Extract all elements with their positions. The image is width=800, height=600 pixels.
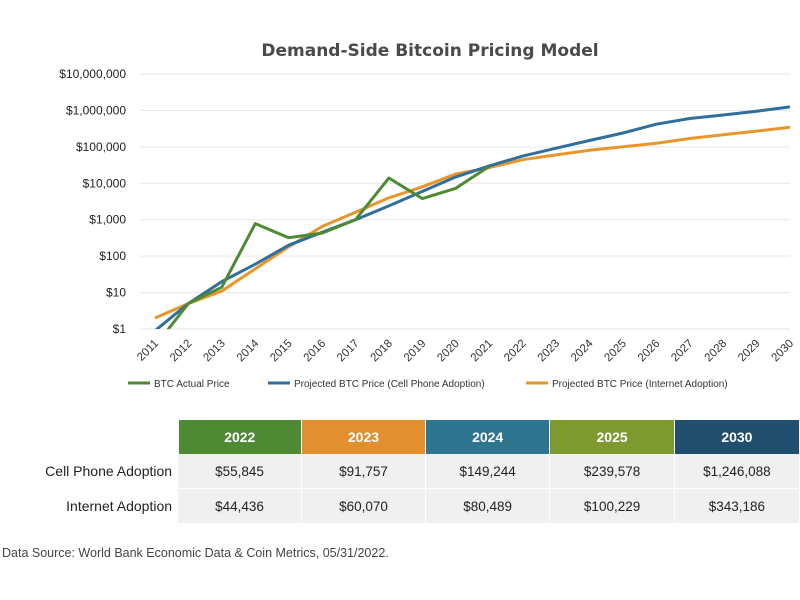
x-tick-label: 2027 [669,338,696,365]
row-label: Internet Adoption [0,488,179,524]
y-tick-label: $10,000,000 [59,67,126,81]
data-source-note: Data Source: World Bank Economic Data & … [2,546,389,560]
x-tick-label: 2024 [569,337,596,364]
y-axis-ticks: $1 $10 $100 $1,000 $10,000 $100,000 $1,000,000… [59,67,126,336]
table-row-cell-phone: Cell Phone Adoption $55,845 $91,757 $149… [0,454,800,489]
legend-item: Projected BTC Price (Cell Phone Adoption… [268,379,485,390]
table-cell: $343,186 [674,488,800,524]
x-tick-label: 2016 [302,338,329,365]
x-axis-ticks: 2011 2012 2013 2014 2015 2016 2017 2018 2019 2020… [135,337,796,364]
legend-item: BTC Actual Price [128,379,230,390]
header-year-2024: 2024 [425,420,551,454]
x-tick-label: 2030 [770,338,797,365]
y-tick-label: $10 [106,286,126,300]
chart-title: Demand-Side Bitcoin Pricing Model [261,41,598,61]
x-tick-label: 2022 [502,338,529,365]
grid [140,73,790,330]
table-corner [0,420,179,454]
x-tick-label: 2014 [235,337,262,364]
header-year-2023: 2023 [301,420,426,454]
row-label: Cell Phone Adoption [0,454,179,489]
x-tick-label: 2018 [368,338,395,365]
table-cell: $239,578 [549,454,675,489]
legend-label: Projected BTC Price (Internet Adoption) [552,379,728,390]
table-cell: $80,489 [425,488,551,524]
x-tick-label: 2023 [536,338,563,365]
series-lines [154,105,791,329]
legend-label: Projected BTC Price (Cell Phone Adoption… [294,379,485,390]
table-header-row: 2022 2023 2024 2025 2030 [0,420,800,454]
chart: Demand-Side Bitcoin Pricing Model $1$10$… [59,41,796,390]
table-row-internet: Internet Adoption $44,436 $60,070 $80,48… [0,488,800,524]
table-cell: $55,845 [178,454,303,489]
x-tick-label: 2015 [268,338,295,365]
x-tick-label: 2012 [168,338,195,365]
legend: BTC Actual Price Projected BTC Price (Cel… [128,379,728,390]
x-tick-label: 2017 [335,338,362,365]
header-year-2030: 2030 [674,420,800,454]
series-line-btc-actual [166,165,491,329]
table-cell: $60,070 [301,488,426,524]
x-tick-label: 2029 [736,338,763,365]
x-tick-label: 2025 [602,338,629,365]
series-line-cell-phone [154,105,791,329]
y-tick-label: $1,000 [89,213,126,227]
x-tick-label: 2021 [469,338,496,365]
table-cell: $149,244 [425,454,551,489]
legend-item: Projected BTC Price (Internet Adoption) [526,379,728,390]
header-year-2022: 2022 [178,420,303,454]
table-cell: $1,246,088 [674,454,800,489]
y-tick-label: $1 [113,322,127,336]
y-tick-label: $10,000 [83,176,127,190]
x-tick-label: 2020 [435,338,462,365]
y-tick-label: $1,000,000 [66,103,126,117]
y-tick-label: $100,000 [76,140,126,154]
table-cell: $100,229 [549,488,675,524]
x-tick-label: 2013 [201,338,228,365]
x-tick-label: 2028 [703,338,730,365]
x-tick-label: 2019 [402,338,429,365]
adoption-table: 2022 2023 2024 2025 2030 Cell Phone Adop… [0,420,800,524]
table-cell: $91,757 [301,454,426,489]
table-cell: $44,436 [178,488,303,524]
legend-label: BTC Actual Price [154,379,230,390]
y-tick-label: $100 [99,249,126,263]
series-line-internet [154,125,791,320]
x-tick-label: 2026 [636,338,663,365]
header-year-2025: 2025 [549,420,675,454]
x-tick-label: 2011 [135,338,161,364]
